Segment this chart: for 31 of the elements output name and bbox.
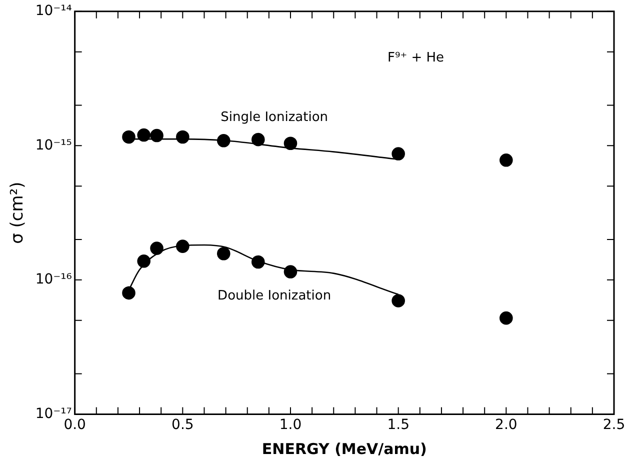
series-label: Double Ionization: [218, 288, 332, 304]
y-tick-label: 10⁻¹⁶: [35, 272, 72, 288]
point: [150, 128, 164, 142]
y-axis-title: σ (cm²): [8, 182, 28, 244]
point: [500, 154, 513, 167]
point: [122, 130, 136, 144]
point: [500, 311, 513, 325]
point: [284, 265, 298, 278]
x-tick-label: 2.5: [602, 417, 626, 434]
x-tick-label: 0.5: [172, 417, 194, 434]
x-tick-label: 1.5: [387, 417, 410, 434]
point: [216, 134, 230, 148]
point: [216, 246, 230, 260]
point: [284, 136, 298, 150]
point: [251, 255, 265, 269]
x-tick-label: 1.0: [279, 417, 302, 434]
point: [150, 242, 164, 255]
y-tick-label: 10⁻¹⁴: [35, 3, 72, 20]
point: [176, 130, 190, 144]
point: [392, 147, 405, 160]
x-axis-title: ENERGY (MeV/amu): [262, 440, 427, 458]
series-label: Single Ionization: [220, 110, 328, 125]
point: [392, 294, 405, 308]
annotation: F⁹⁺ + He: [388, 50, 444, 66]
point: [137, 254, 150, 268]
x-tick-label: 2.0: [495, 417, 518, 434]
point: [137, 128, 150, 142]
y-tick-label: 10⁻¹⁵: [35, 137, 72, 154]
point: [251, 132, 265, 146]
point: [176, 240, 190, 253]
point: [122, 286, 136, 300]
